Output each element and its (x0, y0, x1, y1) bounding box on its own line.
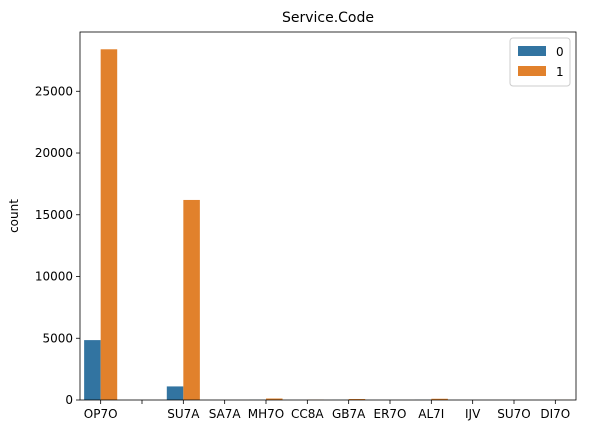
x-tick-label-su7o: SU7O (497, 407, 530, 421)
x-tick-label-gb7a: GB7A (332, 407, 366, 421)
chart-title: Service.Code (282, 10, 374, 26)
legend-swatch-1 (518, 66, 546, 76)
y-tick-label: 10000 (35, 270, 73, 284)
bar-op7o-series-1 (100, 49, 118, 401)
y-axis-title: count (7, 199, 21, 233)
bar-gb7a-series-1 (348, 399, 366, 400)
x-tick-label-ijv: IJV (465, 407, 481, 421)
x-tick-label-su7a: SU7A (167, 407, 200, 421)
y-tick-label: 5000 (42, 331, 73, 345)
legend-label-0: 0 (556, 45, 564, 59)
x-tick-label-di7o: DI7O (540, 407, 570, 421)
x-tick-label-al7i: AL7I (418, 407, 444, 421)
y-tick-label: 15000 (35, 208, 73, 222)
legend: 01 (509, 37, 571, 87)
bar-su7a-series-1 (183, 199, 200, 400)
x-tick-label-mh7o: MH7O (248, 407, 284, 421)
bar-op7o-series-0 (84, 340, 101, 400)
y-axis-ticks: 0 5000 10000 15000 20000 25000 (35, 84, 80, 407)
x-axis-ticks: OP7O SU7A SA7A MH7O CC8A GB7A ER7O AL7I IJV SU7O D… (84, 400, 570, 421)
bar-su7a-series-0 (166, 386, 184, 400)
bar-mh7o-series-1 (266, 398, 283, 400)
y-tick-label: 25000 (35, 84, 73, 98)
x-tick-label-cc8a: CC8A (291, 407, 324, 421)
x-tick-label-er7o: ER7O (374, 407, 407, 421)
plot-frame (79, 31, 577, 401)
bar-al7i-series-1 (431, 398, 448, 400)
bars-group (84, 49, 572, 401)
x-tick-label-op7o: OP7O (84, 407, 118, 421)
y-tick-label: 0 (65, 393, 73, 407)
x-tick-label-sa7a: SA7A (209, 407, 242, 421)
legend-label-1: 1 (556, 65, 564, 79)
legend-swatch-0 (518, 46, 546, 56)
y-tick-label: 20000 (35, 146, 73, 160)
